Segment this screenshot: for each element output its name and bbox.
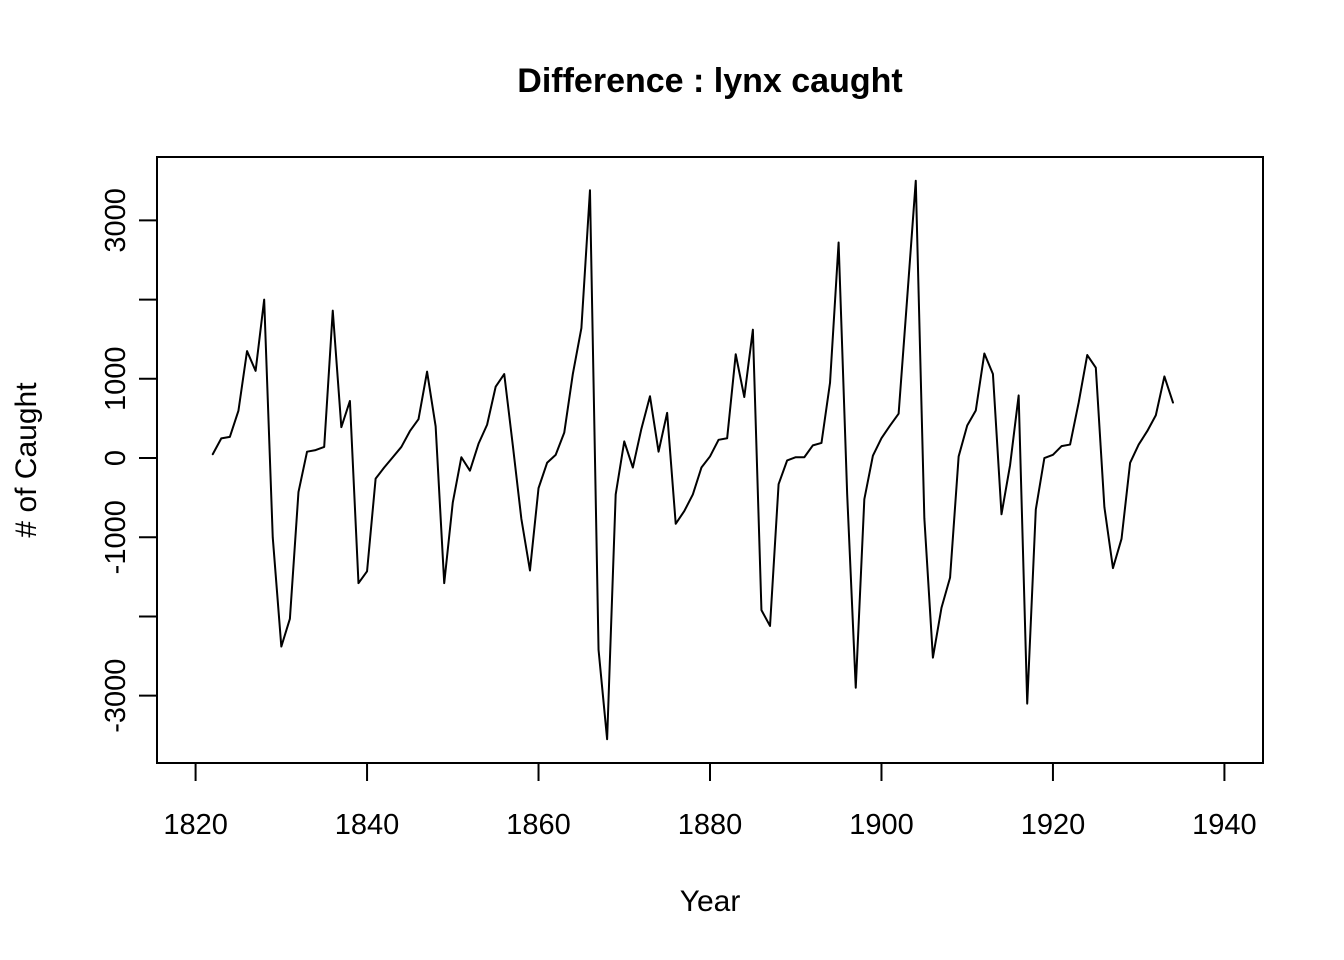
y-axis: -3000 -1000 0 1000 3000 xyxy=(100,188,158,733)
y-axis-label: # of Caught xyxy=(10,382,43,538)
chart-title: Difference : lynx caught xyxy=(517,62,902,100)
x-axis-label: Year xyxy=(680,885,741,918)
x-tick-label: 1820 xyxy=(163,809,228,841)
plot-frame xyxy=(156,156,1264,764)
y-tick-label: 0 xyxy=(100,450,132,466)
x-tick-label: 1900 xyxy=(849,809,914,841)
x-tick-label: 1940 xyxy=(1192,809,1257,841)
y-tick-label: 1000 xyxy=(100,347,132,412)
y-tick-label: -3000 xyxy=(100,659,132,733)
x-tick-label: 1920 xyxy=(1021,809,1086,841)
x-tick-label: 1860 xyxy=(506,809,571,841)
series-line xyxy=(211,179,1174,741)
x-axis: 1820 1840 1860 1880 1900 1920 1940 xyxy=(163,762,1257,841)
y-tick-label: -1000 xyxy=(100,500,132,574)
x-tick-label: 1840 xyxy=(335,809,400,841)
x-tick-label: 1880 xyxy=(678,809,743,841)
y-tick-label: 3000 xyxy=(100,188,132,253)
